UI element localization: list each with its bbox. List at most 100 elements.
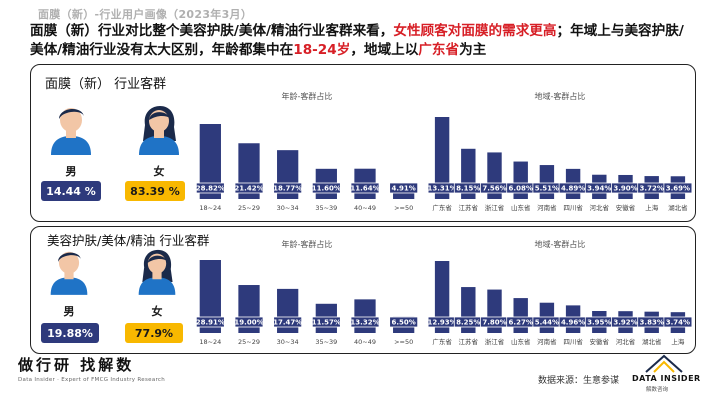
bar-label-bg-2	[273, 182, 303, 194]
female-avatar-icon	[139, 106, 179, 155]
data-insider-logo: DATA INSIDER 解数咨询	[632, 354, 702, 394]
bar-value-label-8: 3.72%	[640, 185, 664, 193]
category-label-1: 25~29	[238, 204, 260, 212]
bar-4	[539, 165, 555, 199]
bar-value-label-9: 3.69%	[666, 185, 690, 193]
bar-value-label-2: 17.47%	[273, 319, 302, 327]
bar-value-label-3: 6.08%	[509, 185, 533, 193]
category-label-3: 山东省	[511, 337, 531, 346]
bar-value-label-0: 12.93%	[428, 319, 457, 327]
category-label-5: >=50	[394, 338, 413, 346]
age-distribution-chart: 年龄-客群占比 28.82% 18~24 21.42% 25~29 18.77% 30~34…	[195, 91, 419, 212]
bar-value-label-2: 18.77%	[273, 185, 302, 193]
chart-title: 地域-客群占比	[535, 239, 586, 249]
category-label-3: 35~39	[315, 338, 337, 346]
chart-title: 地域-客群占比	[535, 91, 586, 101]
bar-value-label-7: 3.90%	[613, 185, 637, 193]
male-label: 男	[63, 305, 75, 318]
bar-value-label-2: 7.56%	[482, 185, 506, 193]
category-label-6: 安徽省	[590, 337, 610, 346]
female-label: 女	[151, 305, 163, 318]
bar-value-label-5: 4.96%	[561, 319, 585, 327]
bar-label-bg-1	[234, 182, 264, 194]
page-headline: 面膜（新）行业对比整个美容护肤/美体/精油行业客群来看，女性顾客对面膜的需求更高…	[30, 22, 690, 60]
bar-value-label-4: 11.64%	[350, 185, 379, 193]
data-source: 数据来源：生意参谋	[538, 376, 620, 386]
category-label-4: 河南省	[537, 203, 557, 212]
category-label-2: 30~34	[277, 204, 299, 212]
footer-brand: 做行研 找解数	[18, 356, 135, 374]
category-label-7: 河北省	[616, 337, 636, 346]
category-label-6: 河北省	[590, 203, 610, 212]
category-label-4: 40~49	[354, 204, 376, 212]
category-label-0: 18~24	[199, 204, 221, 212]
bar-label-bg-9	[663, 316, 693, 328]
headline-highlight-female: 女性顾客对面膜的需求更高	[393, 23, 557, 39]
bar-label-bg-9	[663, 182, 693, 194]
category-label-8: 上海	[645, 203, 659, 212]
bar-0	[199, 124, 221, 199]
category-label-8: 湖北省	[642, 337, 662, 346]
category-label-9: 湖北省	[668, 203, 688, 212]
bar-value-label-1: 8.15%	[456, 185, 480, 193]
category-label-2: 30~34	[277, 338, 299, 346]
bar-value-label-6: 3.94%	[587, 185, 611, 193]
logo-mark-icon	[645, 354, 683, 373]
male-label: 男	[65, 165, 77, 178]
bar-4	[354, 299, 376, 333]
male-percentage-badge: 14.44 %	[41, 181, 101, 201]
panel-beauty-segment: 美容护肤/美体/精油 行业客群 男 19.88% 女 77.9% 年龄-客群占比…	[30, 226, 696, 354]
bar-value-label-0: 28.82%	[196, 185, 225, 193]
logo-subtext: 解数咨询	[646, 387, 669, 393]
bar-label-bg-3	[311, 316, 341, 328]
category-label-3: 35~39	[315, 204, 337, 212]
region-distribution-chart: 地域-客群占比 12.93% 广东省 8.25% 江苏省 7.80% 浙江省 6.27% 山东省…	[428, 239, 693, 346]
headline-part1: 面膜（新）行业对比整个美容护肤/美体/精油行业客群来看，	[30, 23, 394, 39]
page-subtitle: 面膜（新）-行业用户画像（2023年3月）	[38, 8, 253, 21]
bar-value-label-4: 5.44%	[535, 319, 559, 327]
chart-title: 年龄-客群占比	[282, 239, 333, 249]
male-percentage-badge: 19.88%	[41, 323, 99, 343]
bar-label-bg-4	[350, 182, 380, 194]
bar-label-bg-5	[389, 182, 419, 194]
category-label-5: >=50	[394, 204, 413, 212]
bar-value-label-0: 28.91%	[196, 319, 225, 327]
female-avatar-icon	[138, 249, 176, 295]
female-percentage-badge: 83.39 %	[125, 181, 185, 201]
category-label-0: 广东省	[432, 203, 452, 212]
bar-3	[513, 298, 528, 333]
logo-text: DATA INSIDER	[632, 374, 701, 383]
bar-label-bg-0	[195, 182, 225, 194]
bar-value-label-9: 3.74%	[666, 319, 690, 327]
headline-part3: ，地域上以	[350, 42, 419, 58]
bar-value-label-1: 8.25%	[456, 319, 480, 327]
bar-label-bg-2	[273, 316, 303, 328]
category-label-1: 江苏省	[459, 337, 479, 346]
headline-highlight-age: 18-24岁	[293, 42, 351, 58]
panel-title: 面膜（新） 行业客群	[45, 77, 167, 92]
category-label-1: 江苏省	[459, 203, 479, 212]
male-avatar-icon	[50, 251, 88, 295]
category-label-1: 25~29	[238, 338, 260, 346]
headline-part2: ；年域上与美容护肤/美体/精油行业没有太大区别，年龄都集中在	[30, 23, 684, 58]
headline-part4: 为主	[459, 42, 487, 58]
category-label-7: 安徽省	[616, 203, 636, 212]
category-label-3: 山东省	[511, 203, 531, 212]
bar-label-bg-0	[195, 316, 225, 328]
age-distribution-chart: 年龄-客群占比 28.91% 18~24 19.00% 25~29 17.47% 30~34…	[195, 239, 419, 346]
region-distribution-chart: 地域-客群占比 13.31% 广东省 8.15% 江苏省 7.56% 浙江省 6.08% 山东省…	[428, 91, 693, 212]
category-label-5: 四川省	[563, 203, 583, 212]
category-label-4: 河南省	[537, 337, 557, 346]
bar-value-label-1: 19.00%	[234, 319, 263, 327]
bar-value-label-8: 3.83%	[640, 319, 664, 327]
bar-0	[199, 260, 221, 333]
bar-value-label-2: 7.80%	[482, 319, 506, 327]
panel-title: 美容护肤/美体/精油 行业客群	[47, 233, 210, 248]
bar-value-label-5: 4.89%	[561, 185, 585, 193]
category-label-0: 18~24	[199, 338, 221, 346]
bar-value-label-7: 3.92%	[613, 319, 637, 327]
category-label-2: 浙江省	[485, 337, 505, 346]
panel-mask-segment: 面膜（新） 行业客群 男 14.44 % 女 83.39 % 年龄-客群占比 28…	[30, 64, 696, 222]
bar-label-bg-5	[389, 316, 419, 328]
headline-highlight-region: 广东省	[418, 42, 460, 58]
